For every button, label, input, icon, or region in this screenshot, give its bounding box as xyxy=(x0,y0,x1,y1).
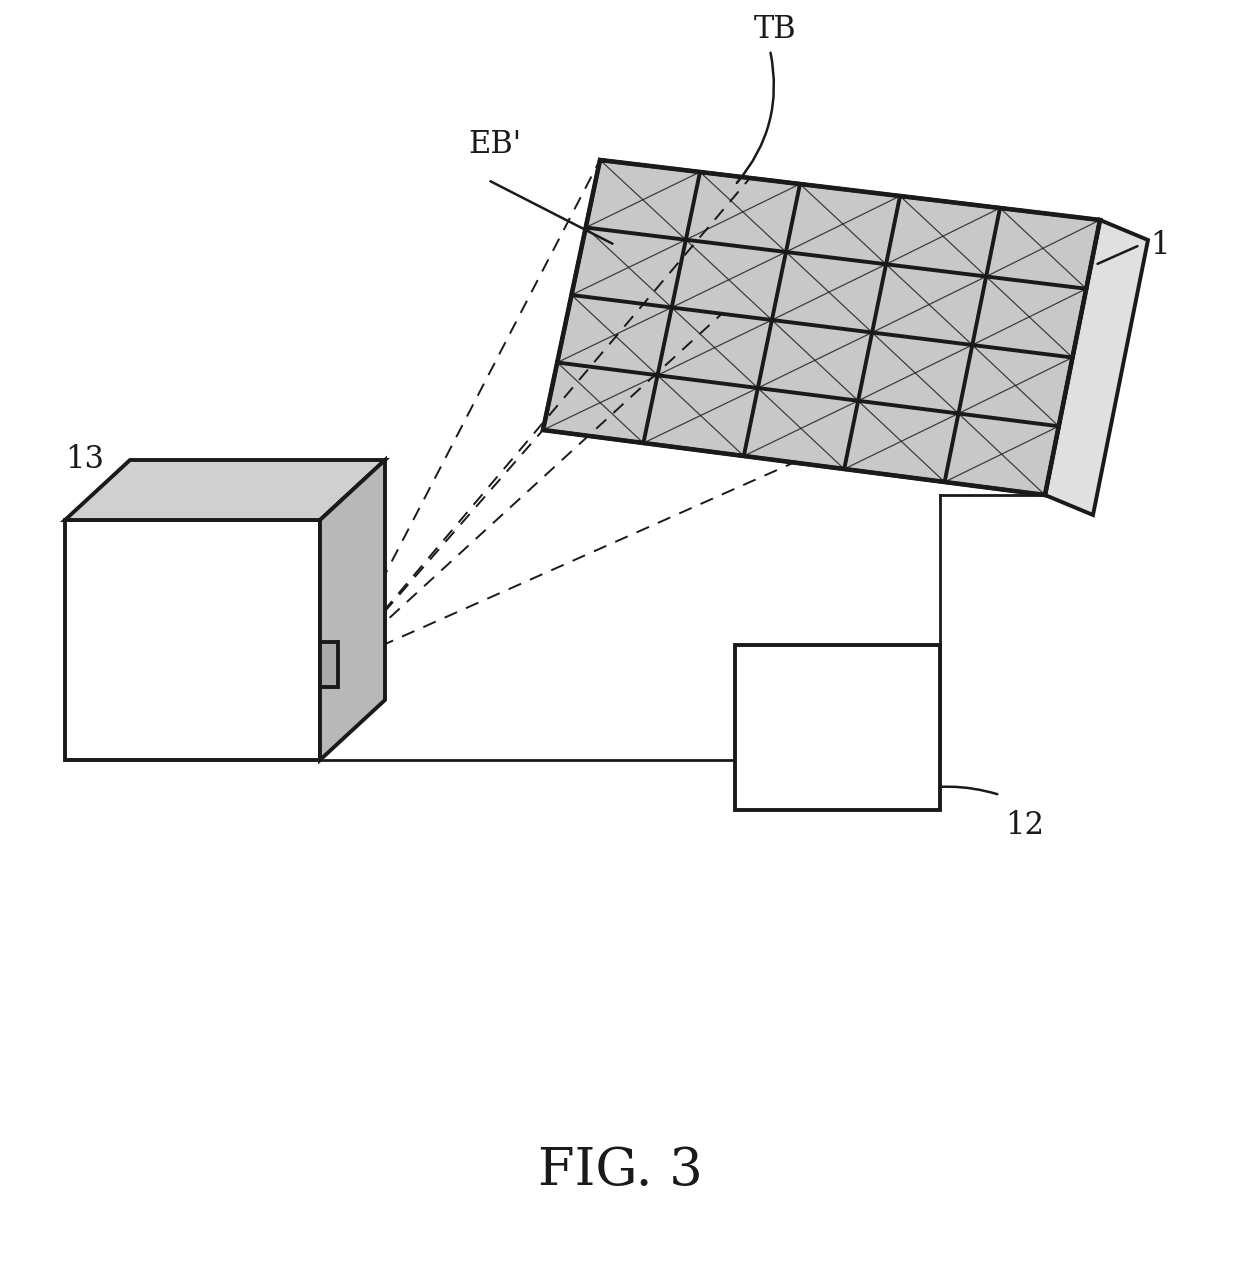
Text: TB: TB xyxy=(754,14,796,46)
Polygon shape xyxy=(64,460,384,520)
Bar xyxy=(320,643,339,687)
Text: FIG. 3: FIG. 3 xyxy=(538,1145,702,1195)
Text: 12: 12 xyxy=(1004,810,1044,841)
Text: EB': EB' xyxy=(467,129,521,159)
Polygon shape xyxy=(320,460,384,760)
Text: 13: 13 xyxy=(64,444,104,474)
Bar xyxy=(64,520,320,760)
Polygon shape xyxy=(543,159,1100,495)
Polygon shape xyxy=(1045,220,1148,515)
Bar xyxy=(735,645,940,810)
Text: 1: 1 xyxy=(1149,229,1169,261)
